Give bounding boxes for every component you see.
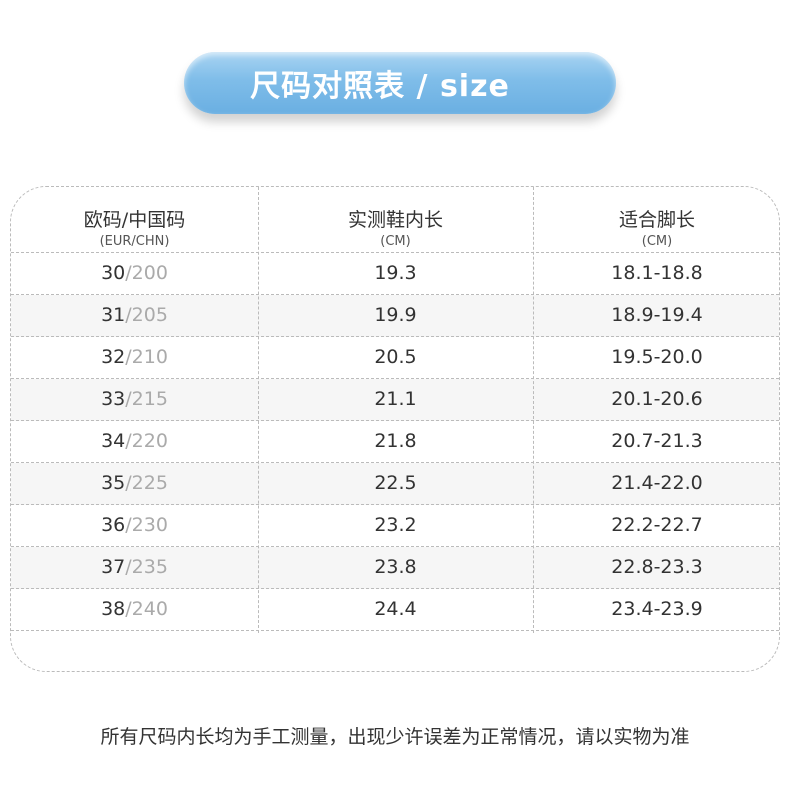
measurement-note: 所有尺码内长均为手工测量，出现少许误差为正常情况，请以实物为准 [100, 726, 690, 748]
size-separator: / [125, 430, 132, 452]
inner-length-cell: 22.5 [374, 472, 417, 494]
header-label: 实测鞋内长 [347, 209, 443, 231]
foot-length-cell: 21.4-22.0 [611, 472, 703, 494]
table-row: 35/225 22.5 21.4-22.0 [11, 463, 779, 505]
header-label: 欧码/中国码 [83, 209, 186, 231]
title-banner: 尺码对照表 / size [184, 52, 616, 114]
header-sub: (CM) [380, 234, 411, 249]
foot-length-cell: 18.9-19.4 [611, 304, 703, 326]
page-title: 尺码对照表 / size [250, 69, 510, 104]
table-row: 30/200 19.3 18.1-18.8 [11, 253, 779, 295]
table-row: 33/215 21.1 20.1-20.6 [11, 379, 779, 421]
foot-length-cell: 20.7-21.3 [611, 430, 703, 452]
size-separator: / [125, 598, 132, 620]
chn-size: 240 [131, 598, 168, 620]
inner-length-cell: 23.8 [374, 556, 417, 578]
foot-length-cell: 20.1-20.6 [611, 388, 703, 410]
table-row: 32/210 20.5 19.5-20.0 [11, 337, 779, 379]
size-separator: / [125, 304, 132, 326]
size-cell: 30/200 [11, 253, 258, 294]
eur-size: 30 [101, 262, 126, 284]
size-cell: 34/220 [11, 421, 258, 462]
header-foot-length: 适合脚长 (CM) [533, 187, 779, 252]
size-separator: / [125, 388, 132, 410]
foot-length-cell: 22.8-23.3 [611, 556, 703, 578]
inner-length-cell: 21.8 [374, 430, 417, 452]
table-header: 欧码/中国码 (EUR/CHN) 实测鞋内长 (CM) 适合脚长 (CM) [11, 187, 779, 253]
foot-length-cell: 18.1-18.8 [611, 262, 703, 284]
column-divider [258, 187, 259, 633]
inner-length-cell: 21.1 [374, 388, 417, 410]
chn-size: 220 [131, 430, 168, 452]
header-label: 适合脚长 [618, 209, 695, 231]
eur-size: 34 [101, 430, 126, 452]
foot-length-cell: 23.4-23.9 [611, 598, 703, 620]
inner-length-cell: 19.3 [374, 262, 417, 284]
header-size: 欧码/中国码 (EUR/CHN) [11, 187, 258, 252]
size-cell: 38/240 [11, 589, 258, 630]
size-separator: / [125, 556, 132, 578]
table-row: 37/235 23.8 22.8-23.3 [11, 547, 779, 589]
chn-size: 215 [131, 388, 168, 410]
table-row: 31/205 19.9 18.9-19.4 [11, 295, 779, 337]
eur-size: 32 [101, 346, 126, 368]
eur-size: 38 [101, 598, 126, 620]
size-cell: 35/225 [11, 463, 258, 504]
foot-length-cell: 19.5-20.0 [611, 346, 703, 368]
inner-length-cell: 19.9 [374, 304, 417, 326]
header-inner-length: 实测鞋内长 (CM) [258, 187, 533, 252]
size-cell: 37/235 [11, 547, 258, 588]
inner-length-cell: 24.4 [374, 598, 417, 620]
size-separator: / [125, 262, 132, 284]
foot-length-cell: 22.2-22.7 [611, 514, 703, 536]
size-separator: / [125, 346, 132, 368]
size-cell: 31/205 [11, 295, 258, 336]
table-row: 36/230 23.2 22.2-22.7 [11, 505, 779, 547]
size-separator: / [125, 472, 132, 494]
table-row: 34/220 21.8 20.7-21.3 [11, 421, 779, 463]
size-cell: 36/230 [11, 505, 258, 546]
size-cell: 32/210 [11, 337, 258, 378]
eur-size: 37 [101, 556, 126, 578]
eur-size: 31 [101, 304, 126, 326]
eur-size: 35 [101, 472, 126, 494]
column-divider [533, 187, 534, 633]
eur-size: 33 [101, 388, 126, 410]
size-separator: / [125, 514, 132, 536]
inner-length-cell: 20.5 [374, 346, 417, 368]
eur-size: 36 [101, 514, 126, 536]
chn-size: 200 [131, 262, 168, 284]
chn-size: 230 [131, 514, 168, 536]
inner-length-cell: 23.2 [374, 514, 417, 536]
table-row: 38/240 24.4 23.4-23.9 [11, 589, 779, 631]
chn-size: 210 [131, 346, 168, 368]
header-sub: (CM) [641, 234, 673, 249]
chn-size: 205 [131, 304, 168, 326]
size-table: 欧码/中国码 (EUR/CHN) 实测鞋内长 (CM) 适合脚长 (CM) 30… [10, 186, 780, 672]
chn-size: 225 [131, 472, 168, 494]
header-sub: (EUR/CHN) [99, 234, 170, 249]
size-cell: 33/215 [11, 379, 258, 420]
chn-size: 235 [131, 556, 168, 578]
